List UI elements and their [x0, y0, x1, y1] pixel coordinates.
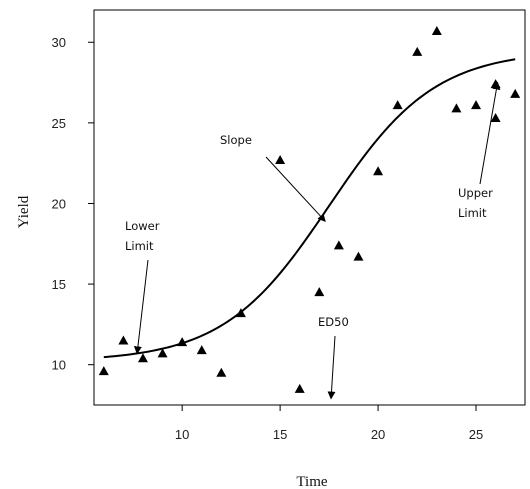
data-points: [98, 25, 521, 393]
data-point: [177, 337, 188, 347]
data-point: [451, 103, 462, 113]
data-point: [157, 348, 168, 358]
y-axis-title: Yield: [16, 195, 32, 228]
y-tick-label-20: 20: [52, 196, 66, 211]
x-tick-label-10: 10: [175, 427, 189, 442]
annotation-upper-limit: Upper Limit: [458, 81, 501, 220]
y-tick-label-30: 30: [52, 35, 66, 50]
data-point: [431, 25, 442, 35]
data-point: [490, 79, 501, 89]
data-point: [275, 154, 286, 164]
annotation-ed50-arrow: [327, 335, 336, 400]
data-point: [333, 240, 344, 250]
data-point: [294, 383, 305, 393]
x-tick-label-25: 25: [469, 427, 483, 442]
data-point: [216, 367, 227, 377]
annotation-lower-limit-arrow: [133, 259, 149, 355]
data-point: [373, 166, 384, 176]
annotation-upper-limit-text: Upper: [458, 186, 493, 200]
x-axis: 10 15 20 25: [175, 405, 483, 442]
data-point: [490, 113, 501, 123]
data-point: [510, 88, 521, 98]
data-point: [353, 251, 364, 261]
y-tick-label-25: 25: [52, 116, 66, 131]
data-point: [98, 366, 109, 376]
data-point: [412, 46, 423, 56]
x-tick-label-15: 15: [273, 427, 287, 442]
y-axis: 10 15 20 25 30: [52, 35, 94, 373]
annotation-slope-arrow: [265, 156, 326, 222]
data-point: [137, 353, 148, 363]
x-tick-label-20: 20: [371, 427, 385, 442]
annotation-slope: Slope: [220, 133, 326, 222]
annotation-ed50-text: ED50: [318, 315, 349, 329]
fitted-curve: [103, 58, 516, 359]
data-point: [118, 335, 129, 345]
y-tick-label-10: 10: [52, 358, 66, 373]
annotation-lower-limit-text: Limit: [125, 239, 154, 253]
annotation-lower-limit-text: Lower: [125, 219, 160, 233]
annotation-upper-limit-arrow: [479, 81, 501, 185]
data-point: [314, 287, 325, 297]
annotations: Lower Limit Slope ED50 Upper Limit: [125, 81, 501, 400]
annotation-ed50: ED50: [318, 315, 349, 400]
annotation-upper-limit-text: Limit: [458, 206, 487, 220]
plot-frame: [93, 9, 526, 406]
data-point: [235, 308, 246, 318]
data-point: [392, 100, 403, 110]
data-point: [196, 345, 207, 355]
x-axis-title: Time: [296, 474, 327, 489]
data-point: [471, 100, 482, 110]
annotation-lower-limit: Lower Limit: [125, 219, 160, 355]
y-tick-label-15: 15: [52, 277, 66, 292]
annotation-slope-text: Slope: [220, 133, 252, 147]
